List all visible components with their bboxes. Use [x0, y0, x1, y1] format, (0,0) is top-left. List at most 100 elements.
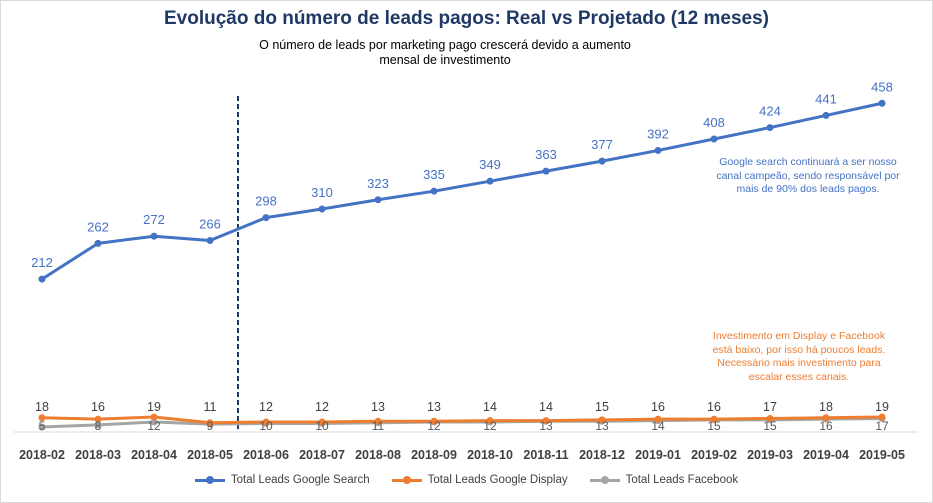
data-label: 392: [647, 126, 669, 141]
data-point: [206, 419, 214, 427]
data-point: [94, 415, 102, 423]
chart-subtitle-line: O número de leads por marketing pago cre…: [259, 38, 631, 52]
data-point: [150, 413, 158, 421]
data-point: [710, 415, 718, 423]
data-label: 12: [259, 400, 273, 414]
data-label: 17: [763, 400, 777, 414]
data-point: [38, 423, 46, 431]
data-label: 13: [427, 400, 441, 414]
data-label: 16: [651, 400, 665, 414]
x-tick-label: 2018-02: [19, 448, 65, 462]
data-label: 17: [875, 419, 889, 433]
legend-swatch-line-icon: [589, 475, 620, 485]
data-point: [94, 421, 102, 429]
data-label: 441: [815, 91, 837, 106]
data-label: 15: [763, 419, 777, 433]
x-tick-label: 2018-12: [579, 448, 625, 462]
legend-label: Total Leads Google Display: [427, 474, 568, 486]
x-tick-label: 2019-01: [635, 448, 681, 462]
data-label: 272: [143, 212, 165, 227]
x-tick-label: 2018-05: [187, 448, 233, 462]
data-point: [94, 239, 102, 247]
data-point: [654, 415, 662, 423]
data-label: 19: [147, 400, 161, 414]
data-point: [150, 418, 158, 426]
x-tick-label: 2018-06: [243, 448, 289, 462]
data-label: 18: [819, 400, 833, 414]
data-label: 13: [595, 419, 609, 433]
data-point: [374, 196, 382, 204]
x-tick-label: 2018-09: [411, 448, 457, 462]
data-point: [486, 177, 494, 185]
x-tick-label: 2018-10: [467, 448, 513, 462]
chart-legend: Total Leads Google Search Total Leads Go…: [0, 474, 933, 486]
data-point: [542, 167, 550, 175]
data-label: 335: [423, 167, 445, 182]
x-tick-label: 2018-04: [131, 448, 177, 462]
annotation-line: está baixo, por isso há poucos leads.: [712, 343, 886, 356]
data-label: 14: [651, 419, 665, 433]
x-tick-label: 2019-05: [859, 448, 905, 462]
series-line: [41, 101, 883, 281]
data-point: [318, 418, 326, 426]
data-label: 363: [535, 147, 557, 162]
data-point: [878, 99, 886, 107]
data-label: 12: [147, 419, 161, 433]
google-search-annotation: Google search continuará a ser nosso can…: [708, 156, 908, 197]
data-label: 10: [315, 419, 329, 433]
data-label: 18: [35, 400, 49, 414]
data-label: 262: [87, 219, 109, 234]
x-tick-label: 2019-04: [803, 448, 849, 462]
chart-title: Evolução do número de leads pagos: Real …: [163, 8, 770, 29]
data-label: 349: [479, 157, 501, 172]
legend-label: Total Leads Google Search: [230, 474, 370, 486]
data-label: 298: [255, 194, 277, 209]
data-label: 12: [427, 419, 441, 433]
x-tick-label: 2018-07: [299, 448, 345, 462]
series-line: [41, 415, 883, 425]
data-label: 9: [207, 419, 214, 433]
data-point: [822, 414, 830, 422]
data-point: [374, 417, 382, 425]
annotation-line: Necessário mais investimento para: [717, 357, 881, 369]
data-label: 15: [595, 400, 609, 414]
data-point: [598, 157, 606, 165]
data-point: [486, 417, 494, 425]
x-tick-label: 2019-02: [691, 448, 737, 462]
chart-subtitle-line: mensal de investimento: [379, 53, 511, 67]
annotation-line: mais de 90% dos leads pagos.: [736, 183, 880, 195]
x-tick-label: 2018-08: [355, 448, 401, 462]
data-label: 10: [259, 419, 273, 433]
data-label: 408: [703, 115, 725, 130]
data-point: [766, 414, 774, 422]
annotation-line: Investimento em Display e Facebook: [712, 330, 886, 342]
data-point: [598, 416, 606, 424]
data-label: 424: [759, 104, 781, 119]
legend-swatch-line-icon: [391, 475, 422, 485]
data-point: [542, 417, 550, 425]
data-point: [710, 135, 718, 143]
data-point: [878, 413, 886, 421]
legend-item-facebook: Total Leads Facebook: [589, 474, 739, 486]
data-label: 19: [875, 400, 889, 414]
data-label: 14: [483, 400, 497, 414]
data-point: [822, 111, 830, 119]
data-label: 377: [591, 137, 613, 152]
chart-subtitle: O número de leads por marketing pago cre…: [230, 38, 660, 68]
data-label: 16: [707, 400, 721, 414]
data-point: [318, 205, 326, 213]
annotation-line: escalar esses canais.: [748, 370, 850, 383]
data-point: [654, 146, 662, 154]
x-tick-label: 2018-11: [523, 448, 568, 462]
data-label: 11: [204, 400, 217, 414]
data-label: 8: [95, 419, 102, 433]
data-label: 310: [311, 185, 333, 200]
legend-label: Total Leads Facebook: [625, 474, 739, 486]
data-label: 11: [372, 419, 385, 433]
data-point: [430, 417, 438, 425]
data-point: [38, 414, 46, 422]
annotation-line: Google search continuará a ser nosso: [719, 156, 897, 168]
data-label: 5: [39, 419, 46, 433]
data-point: [38, 275, 46, 283]
